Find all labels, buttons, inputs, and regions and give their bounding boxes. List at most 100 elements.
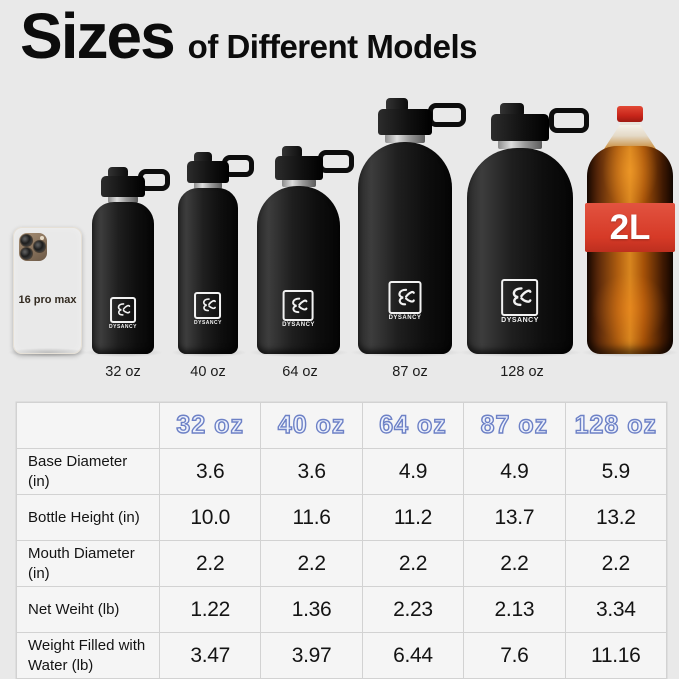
spec-value: 10.0 — [160, 495, 262, 541]
brand-logo-icon — [501, 279, 539, 316]
spec-col-header-64oz: 64 oz — [362, 403, 465, 449]
phone-16-pro-max: 16 pro max — [13, 227, 82, 354]
spec-value: 2.2 — [160, 541, 262, 587]
title-main: Sizes — [20, 0, 176, 72]
phone-shadow — [8, 348, 88, 357]
spec-value: 3.34 — [565, 587, 667, 633]
bottle-cap-knob — [281, 146, 302, 157]
spec-value: 4.9 — [464, 449, 566, 495]
spec-value: 2.13 — [464, 587, 566, 633]
brand-logo: DYSANCY — [282, 290, 315, 328]
spec-value: 6.44 — [362, 633, 465, 679]
spec-value: 4.9 — [362, 449, 465, 495]
brand-logo: DYSANCY — [109, 297, 137, 330]
page-title: Sizes of Different Models — [20, 0, 478, 72]
bottle-128oz: DYSANCY — [467, 102, 589, 354]
bottle-cap-knob — [386, 98, 409, 110]
spec-value: 11.2 — [362, 495, 465, 541]
bottle-cap — [274, 156, 323, 180]
bottle-collar — [385, 134, 425, 143]
spec-value: 1.36 — [261, 587, 363, 633]
spec-row-label: Base Diameter (in) — [17, 449, 160, 495]
spec-row-label: Weight Filled with Water (lb) — [17, 633, 160, 679]
phone-camera-module-icon — [19, 233, 47, 261]
bottle-cap — [101, 176, 145, 197]
bottle-label-40oz: 40 oz — [190, 364, 226, 380]
bottle-87oz: DYSANCY — [358, 95, 466, 354]
spec-row-label: Bottle Height (in) — [17, 495, 160, 541]
spec-col-header-32oz: 32 oz — [160, 403, 262, 449]
spec-col-header-128oz: 128 oz — [565, 403, 667, 449]
bottle-cap-knob — [108, 167, 129, 177]
spec-value: 11.6 — [261, 495, 363, 541]
bottle-cap-knob — [499, 103, 524, 115]
bottle-collar — [194, 182, 222, 189]
bottle-body: DYSANCY — [92, 202, 154, 354]
spec-value: 1.22 — [160, 587, 262, 633]
camera-lens-icon — [20, 234, 33, 247]
brand-logo-icon — [109, 297, 136, 323]
bottle-label-128oz: 128 oz — [500, 364, 544, 380]
brand-logo: DYSANCY — [194, 292, 222, 326]
spec-value: 2.23 — [362, 587, 465, 633]
brand-name: DYSANCY — [194, 320, 222, 326]
bottle-collar — [498, 140, 542, 149]
spec-value: 13.2 — [565, 495, 667, 541]
brand-logo: DYSANCY — [388, 281, 422, 321]
bottle-handle — [318, 150, 354, 173]
brand-name: DYSANCY — [109, 324, 137, 330]
camera-flash-icon — [40, 236, 44, 240]
bottle-cap-knob — [194, 152, 213, 162]
spec-col-header-87oz: 87 oz — [464, 403, 566, 449]
spec-value: 11.16 — [565, 633, 667, 679]
brand-logo-icon — [283, 290, 314, 321]
bottle-body: DYSANCY — [178, 188, 238, 354]
spec-row-label: Net Weiht (lb) — [17, 587, 160, 633]
cola-neck-ring — [620, 122, 640, 126]
cola-2l-bottle: 2L — [585, 106, 675, 354]
spec-table: 32 oz 40 oz 64 oz 87 oz 128 oz Base Diam… — [16, 402, 667, 679]
bottle-40oz: DYSANCY — [178, 140, 254, 354]
bottle-label-87oz: 87 oz — [392, 364, 428, 380]
cola-cap — [617, 106, 643, 122]
bottle-collar — [281, 179, 316, 187]
brand-name: DYSANCY — [282, 322, 315, 328]
cola-label-text: 2L — [609, 207, 651, 247]
spec-value: 13.7 — [464, 495, 566, 541]
spec-value: 7.6 — [464, 633, 566, 679]
brand-logo: DYSANCY — [501, 279, 539, 324]
bottle-32oz: DYSANCY — [92, 166, 170, 354]
camera-lens-icon — [33, 240, 46, 253]
spec-col-header-40oz: 40 oz — [261, 403, 363, 449]
bottle-64oz: DYSANCY — [257, 140, 354, 354]
brand-logo-icon — [388, 281, 422, 314]
spec-corner-cell — [17, 403, 160, 449]
bottle-handle — [428, 103, 466, 127]
bottle-body: DYSANCY — [358, 142, 452, 354]
title-suffix: of Different Models — [187, 28, 478, 65]
spec-value: 5.9 — [565, 449, 667, 495]
bottle-collar — [108, 196, 138, 203]
spec-value: 2.2 — [362, 541, 465, 587]
spec-value: 3.6 — [261, 449, 363, 495]
bottle-body: DYSANCY — [467, 148, 573, 354]
spec-row-label: Mouth Diameter (in) — [17, 541, 160, 587]
phone-label: 16 pro max — [18, 294, 77, 306]
bottle-handle — [549, 108, 589, 133]
cola-body: 2L — [585, 146, 675, 354]
camera-lens-icon — [20, 247, 33, 260]
brand-name: DYSANCY — [388, 315, 422, 321]
bottle-cap — [378, 109, 432, 135]
bottle-cap — [491, 114, 549, 141]
spec-value: 3.97 — [261, 633, 363, 679]
brand-logo-icon — [194, 292, 222, 319]
spec-value: 2.2 — [464, 541, 566, 587]
spec-value: 3.47 — [160, 633, 262, 679]
spec-value: 3.6 — [160, 449, 262, 495]
spec-value: 2.2 — [565, 541, 667, 587]
spec-value: 2.2 — [261, 541, 363, 587]
brand-name: DYSANCY — [501, 317, 539, 324]
bottle-cap — [187, 161, 229, 183]
